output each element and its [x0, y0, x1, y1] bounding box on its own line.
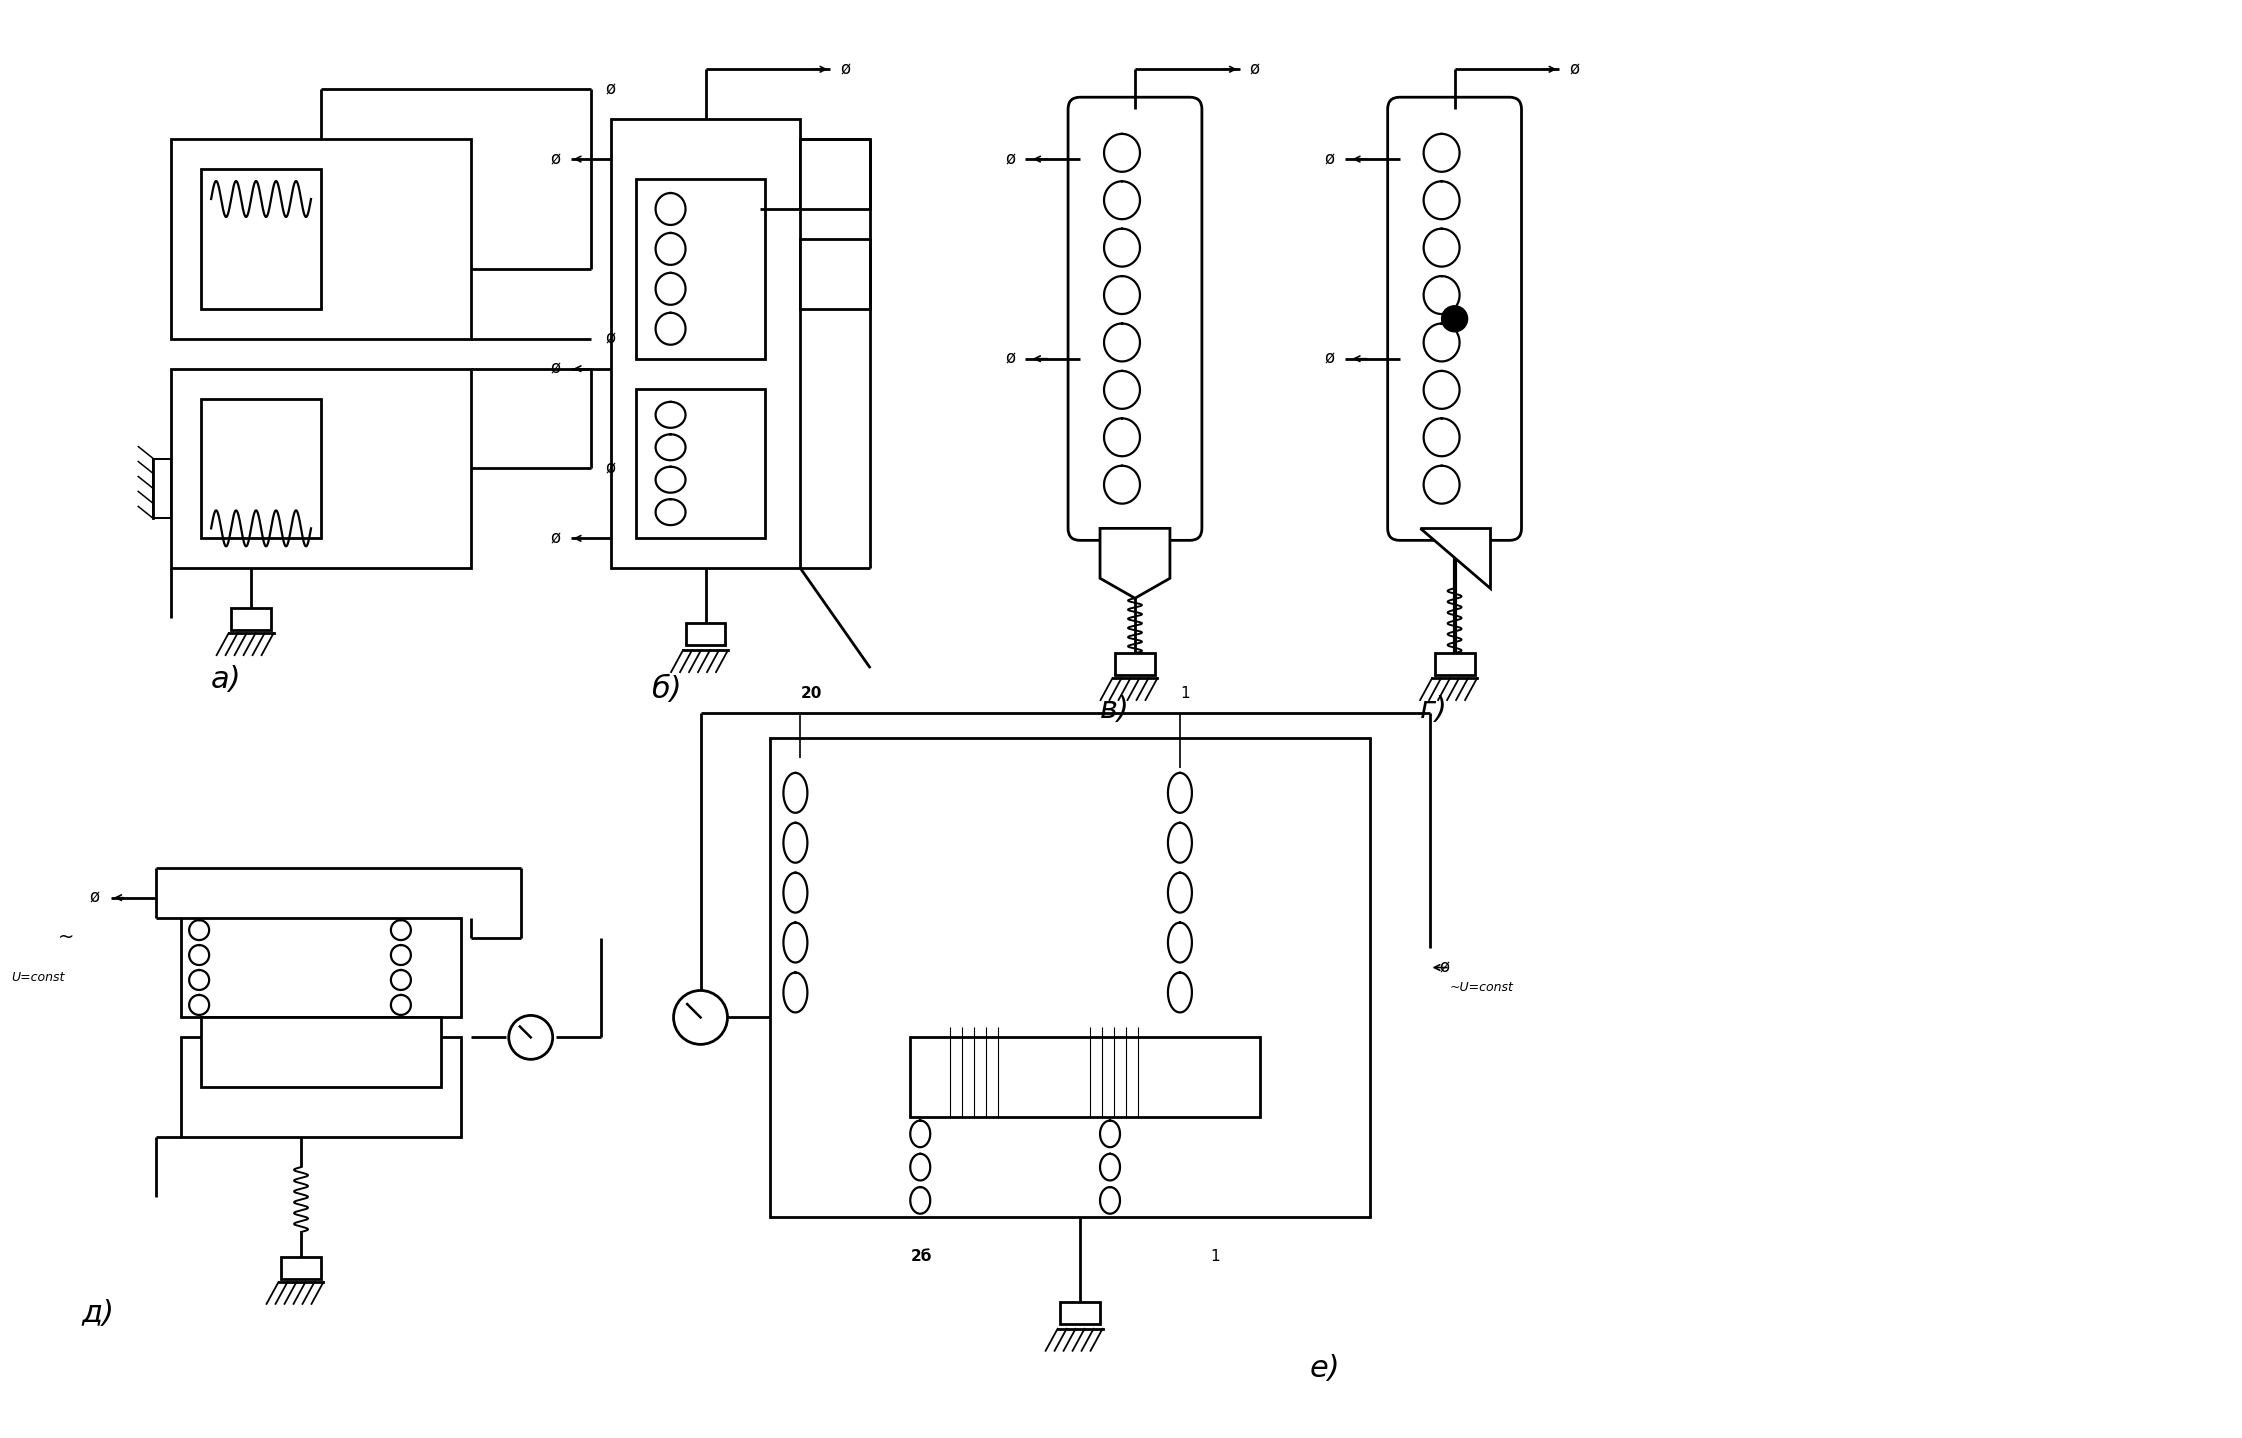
Text: ø: ø — [1249, 60, 1260, 78]
Text: а): а) — [211, 664, 242, 695]
Text: 1: 1 — [1179, 686, 1191, 700]
Circle shape — [1442, 306, 1469, 332]
Bar — [1060, 1301, 1101, 1324]
Text: 20: 20 — [800, 686, 823, 700]
Text: б): б) — [650, 674, 682, 705]
Bar — [202, 170, 321, 309]
Text: г): г) — [1419, 695, 1448, 723]
Bar — [1435, 653, 1475, 674]
Bar — [231, 608, 271, 630]
Text: ø: ø — [1569, 60, 1581, 78]
Text: ø: ø — [841, 60, 850, 78]
Text: ø: ø — [605, 460, 617, 477]
Polygon shape — [1419, 528, 1489, 588]
Bar — [170, 139, 471, 339]
Bar — [202, 1018, 442, 1087]
Bar — [182, 917, 462, 1018]
Bar — [634, 180, 765, 358]
Text: е): е) — [1309, 1353, 1341, 1383]
Text: ø: ø — [605, 329, 617, 348]
Text: ø: ø — [1325, 349, 1334, 368]
Text: ø: ø — [1325, 150, 1334, 168]
Text: ø: ø — [552, 360, 560, 378]
Bar — [686, 623, 726, 646]
Bar — [910, 1037, 1260, 1117]
Text: ø: ø — [552, 150, 560, 168]
Bar — [182, 1037, 462, 1137]
Bar — [800, 239, 870, 309]
Bar — [152, 459, 170, 518]
Text: ø: ø — [605, 81, 617, 98]
Bar — [170, 368, 471, 568]
Text: ø: ø — [1004, 349, 1016, 368]
Text: 2б: 2б — [910, 1250, 933, 1264]
Text: ~: ~ — [58, 928, 74, 948]
Text: ø: ø — [1004, 150, 1016, 168]
Bar — [634, 388, 765, 538]
Text: ø: ø — [552, 529, 560, 548]
Text: в): в) — [1101, 695, 1130, 723]
Text: ~U=const: ~U=const — [1451, 981, 1513, 994]
Bar — [610, 119, 800, 568]
Bar — [800, 139, 870, 209]
Text: ø: ø — [1439, 959, 1451, 976]
Text: 1: 1 — [1211, 1250, 1220, 1264]
Bar — [1114, 653, 1155, 674]
Polygon shape — [1101, 528, 1170, 598]
Text: ø: ø — [90, 889, 99, 906]
Bar — [771, 738, 1370, 1217]
Bar — [280, 1257, 321, 1278]
Text: U=const: U=const — [11, 971, 65, 984]
Bar — [202, 398, 321, 538]
Text: д): д) — [81, 1299, 114, 1327]
